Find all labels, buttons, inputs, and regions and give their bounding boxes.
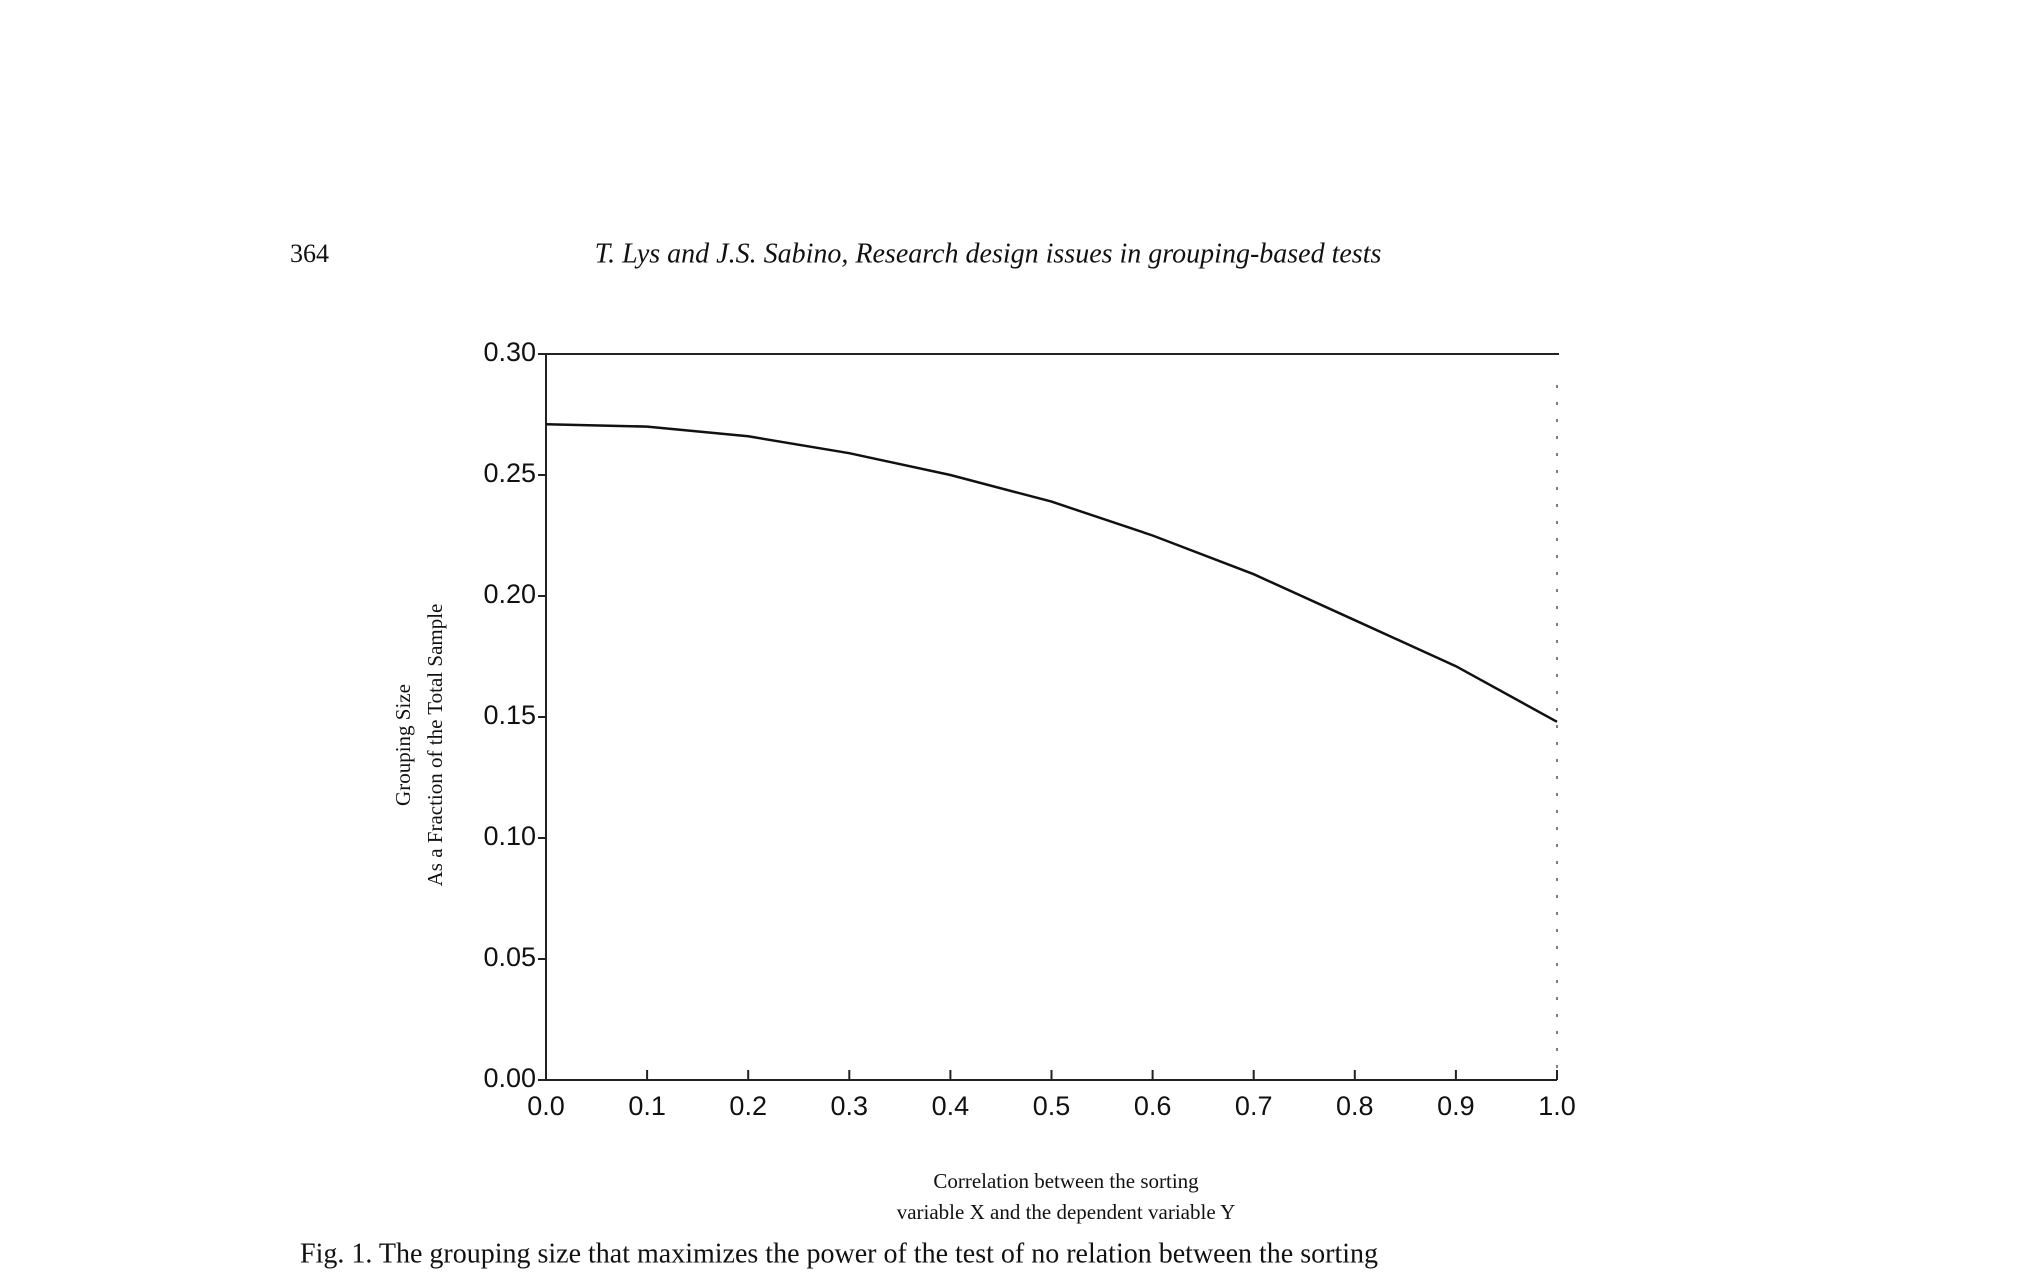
data-line (545, 422, 1558, 723)
y-tick-label: 0.20 (483, 579, 536, 609)
page-number: 364 (290, 239, 329, 268)
x-tick-label: 0.1 (628, 1091, 666, 1121)
y-tick-label: 0.10 (483, 821, 536, 851)
x-axis-label: Correlation between the sorting (933, 1169, 1199, 1193)
x-tick-label: 0.7 (1235, 1091, 1273, 1121)
running-head: T. Lys and J.S. Sabino, Research design … (595, 238, 1382, 269)
x-tick-label: 0.6 (1134, 1091, 1172, 1121)
x-tick-label: 0.0 (527, 1091, 565, 1121)
y-axis-label: As a Fraction of the Total Sample (423, 604, 447, 887)
x-tick-label: 0.2 (729, 1091, 767, 1121)
x-tick-label: 0.5 (1033, 1091, 1071, 1121)
x-axis-label: variable X and the dependent variable Y (897, 1200, 1236, 1224)
x-tick-label: 0.8 (1336, 1091, 1374, 1121)
x-tick-label: 0.3 (831, 1091, 869, 1121)
y-tick-label: 0.00 (483, 1063, 536, 1093)
figure-caption: Fig. 1. The grouping size that maximizes… (300, 1238, 1378, 1269)
y-tick-label: 0.25 (483, 458, 536, 488)
x-tick-label: 1.0 (1538, 1091, 1576, 1121)
y-tick-label: 0.30 (483, 337, 536, 367)
y-tick-label: 0.05 (483, 942, 536, 972)
y-tick-label: 0.15 (483, 700, 536, 730)
x-tick-label: 0.4 (932, 1091, 970, 1121)
x-tick-label: 0.9 (1437, 1091, 1475, 1121)
y-axis-label: Grouping Size (391, 684, 415, 806)
